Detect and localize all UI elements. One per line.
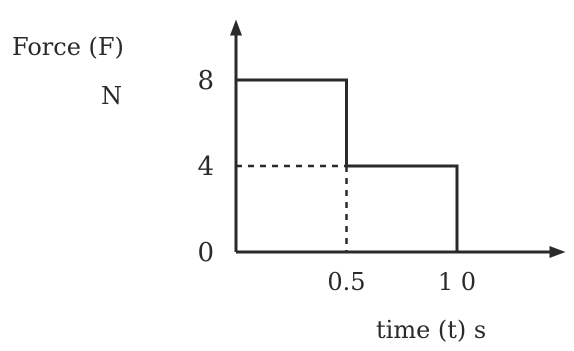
y-axis-arrowhead — [230, 19, 242, 36]
x-tick-label: 1 0 — [438, 268, 476, 296]
y-tick-label: 0 — [197, 238, 214, 268]
x-axis-title: time (t) s — [376, 316, 486, 344]
y-tick-label: 4 — [197, 152, 214, 182]
y-tick-labels: 0 4 8 — [197, 66, 214, 268]
x-tick-labels: 0.5 1 0 — [327, 268, 476, 296]
dashed-guides — [236, 164, 348, 252]
y-tick-label: 8 — [197, 66, 214, 96]
x-tick-label: 0.5 — [327, 268, 365, 296]
y-axis-unit: N — [101, 82, 122, 110]
y-axis-title: Force (F) — [12, 33, 124, 61]
x-axis-arrowhead — [549, 246, 566, 258]
